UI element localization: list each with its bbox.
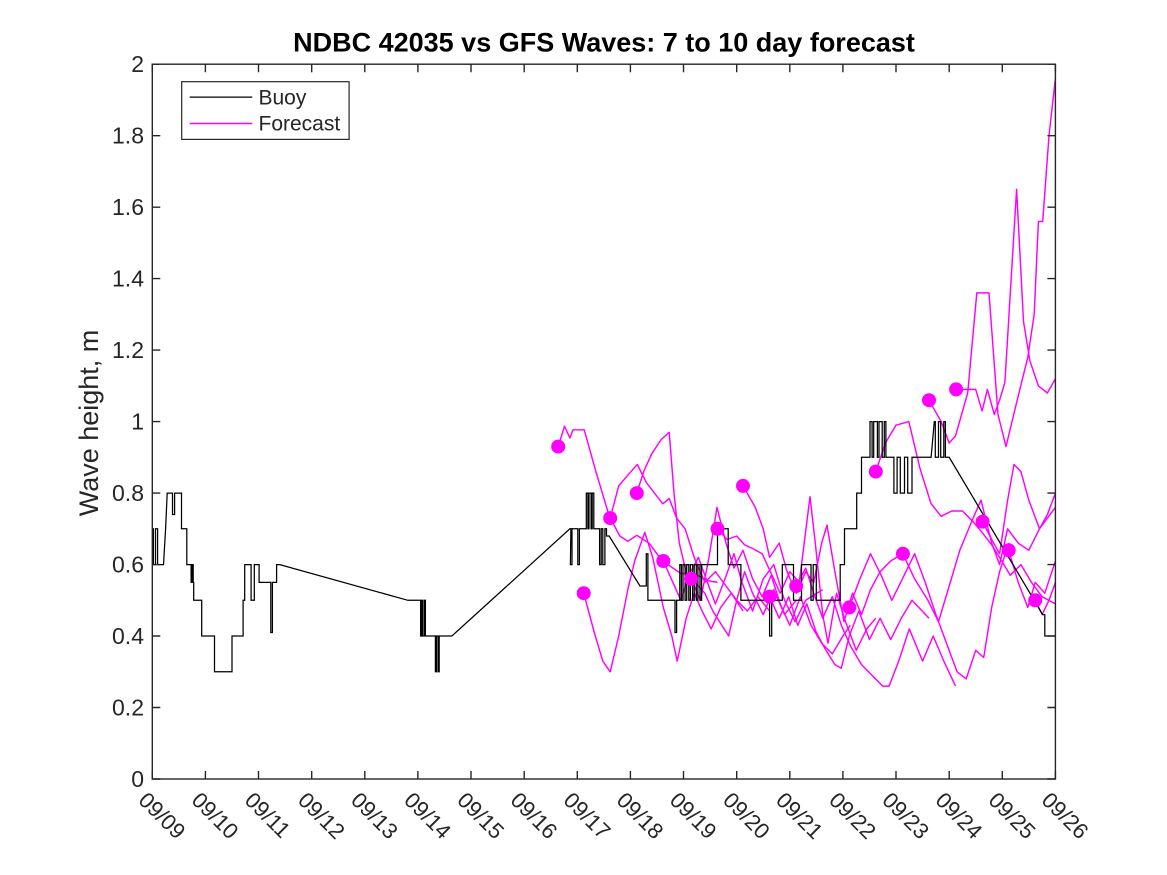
svg-text:1.6: 1.6 [112,194,144,220]
svg-text:2: 2 [131,51,144,77]
svg-text:1.8: 1.8 [112,123,144,149]
svg-text:0.2: 0.2 [112,695,144,721]
svg-text:0: 0 [131,766,144,792]
svg-text:Buoy: Buoy [259,86,307,109]
svg-text:0.4: 0.4 [112,623,144,649]
svg-text:NDBC 42035 vs GFS Waves: 7 to: NDBC 42035 vs GFS Waves: 7 to 10 day for… [293,28,915,58]
svg-text:Wave height, m: Wave height, m [74,330,104,517]
svg-text:1: 1 [131,409,144,435]
svg-text:1.2: 1.2 [112,337,144,363]
svg-text:Forecast: Forecast [259,113,341,136]
svg-text:1.4: 1.4 [112,266,144,292]
svg-text:0.6: 0.6 [112,552,144,578]
svg-text:0.8: 0.8 [112,480,144,506]
